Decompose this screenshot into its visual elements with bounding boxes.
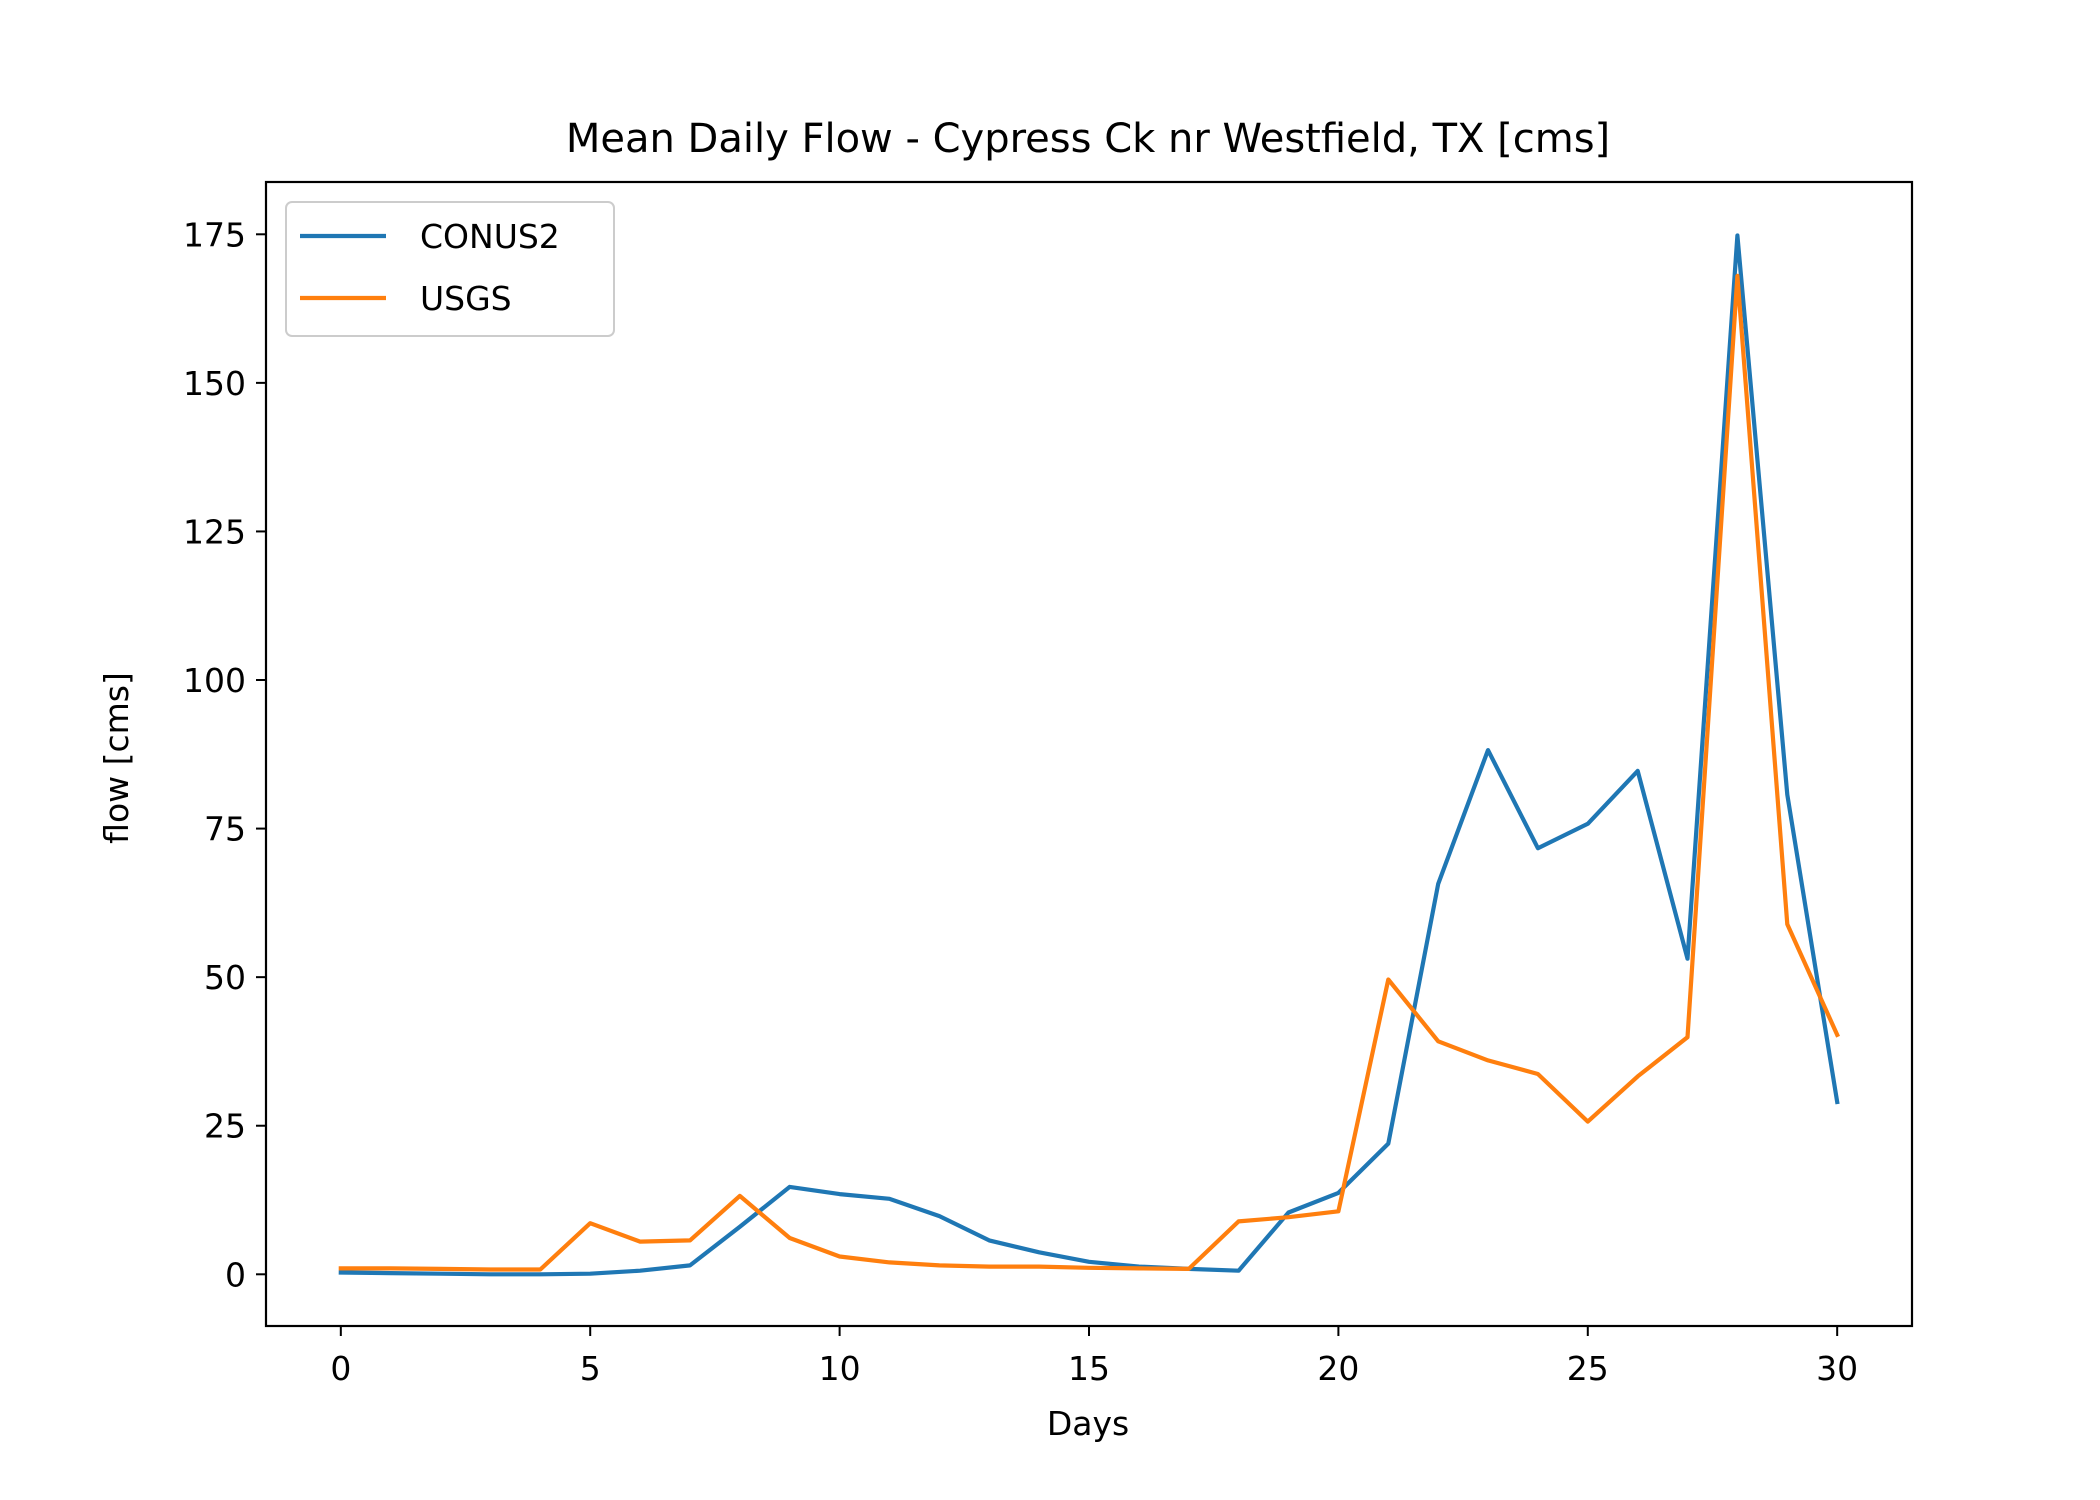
- series-line-usgs: [338, 273, 1840, 1272]
- y-tick-label: 25: [204, 1107, 246, 1146]
- chart-title: Mean Daily Flow - Cypress Ck nr Westfiel…: [566, 116, 1610, 162]
- y-tick-label: 50: [204, 958, 246, 997]
- y-tick-label: 75: [204, 810, 246, 849]
- x-tick-label: 10: [819, 1349, 861, 1388]
- y-tick-label: 150: [183, 364, 246, 403]
- x-tick-label: 0: [330, 1349, 351, 1388]
- series-line-conus2: [338, 233, 1840, 1277]
- plot-area: 0 5 10 15 20 25 30 0 25 50 75 100 125 150 175: [183, 180, 1914, 1388]
- x-tick-label: 25: [1567, 1349, 1609, 1388]
- y-tick-label: 100: [183, 661, 246, 700]
- x-tick-label: 15: [1068, 1349, 1110, 1388]
- y-axis-label: flow [cms]: [97, 672, 136, 844]
- y-tick-label: 175: [183, 215, 246, 254]
- x-tick-label: 20: [1317, 1349, 1359, 1388]
- x-axis-label: Days: [1047, 1404, 1129, 1443]
- x-tick-label: 5: [580, 1349, 601, 1388]
- legend: CONUS2 USGS: [285, 201, 615, 337]
- legend-label-conus2: CONUS2: [420, 217, 560, 256]
- x-tick-label: 30: [1816, 1349, 1858, 1388]
- y-tick-label: 0: [225, 1255, 246, 1294]
- y-tick-label: 125: [183, 512, 246, 551]
- legend-label-usgs: USGS: [420, 279, 512, 318]
